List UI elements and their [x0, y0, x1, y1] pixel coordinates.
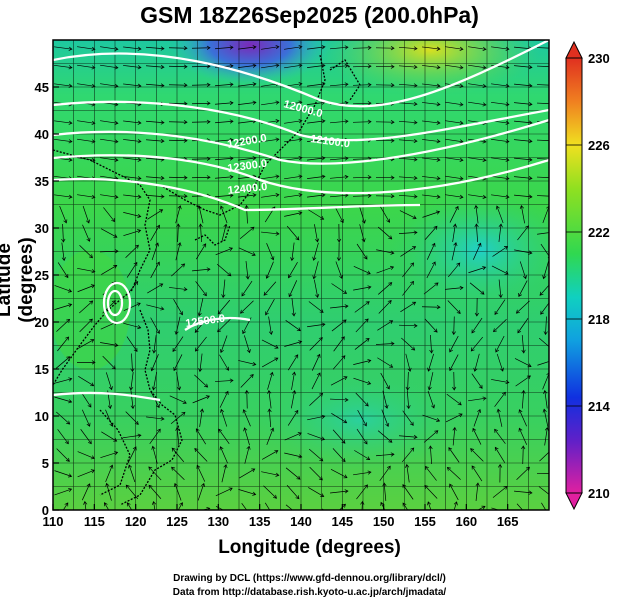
x-tick-label: 150	[373, 514, 395, 529]
x-tick-label: 140	[290, 514, 312, 529]
y-tick-label: 40	[35, 127, 49, 142]
height-contours	[53, 40, 549, 402]
colorbar-tick-label: 222	[588, 225, 610, 240]
coastline	[53, 54, 361, 506]
credit-dcl: Drawing by DCL (https://www.gfd-dennou.o…	[173, 573, 446, 584]
x-tick-label: 120	[125, 514, 147, 529]
y-tick-label: 15	[35, 362, 49, 377]
colorbar-tick-label: 230	[588, 51, 610, 66]
y-tick-label: 0	[42, 503, 49, 518]
y-tick-label: 35	[35, 174, 49, 189]
x-tick-label: 145	[331, 514, 353, 529]
colorbar-tick-label: 210	[588, 486, 610, 501]
contour-label: 12300.0	[227, 158, 268, 175]
y-tick-label: 20	[35, 315, 49, 330]
x-tick-label: 155	[414, 514, 436, 529]
x-tick-label: 110	[43, 514, 64, 529]
y-tick-label: 30	[35, 221, 49, 236]
chart-title: GSM 18Z26Sep2025 (200.0hPa)	[140, 2, 479, 28]
x-tick-label: 115	[84, 514, 105, 529]
wind-streamlines	[54, 45, 549, 510]
x-tick-label: 125	[166, 514, 188, 529]
y-tick-label: 10	[35, 409, 49, 424]
x-tick-label: 165	[497, 514, 519, 529]
temperature-shading: 12000.0 12100.0 12200.0 12300.0 12400.0 …	[53, 40, 549, 510]
y-tick-label: 25	[35, 268, 49, 283]
contour-label: 12500.0	[185, 313, 226, 330]
colorbar: 210 214 218 222 226 230	[565, 40, 610, 511]
y-tick-label: 5	[42, 456, 49, 471]
x-tick-label: 160	[455, 514, 477, 529]
x-tick-label: 130	[207, 514, 229, 529]
x-axis-label: Longitude (degrees)	[218, 537, 401, 558]
colorbar-tick-label: 226	[588, 138, 610, 153]
contour-label: 12400.0	[227, 181, 268, 197]
colorbar-tick-label: 218	[588, 312, 610, 327]
contour-label: 12100.0	[310, 133, 351, 150]
y-tick-label: 45	[35, 80, 49, 95]
x-tick-label: 135	[249, 514, 271, 529]
credit-data-source: Data from http://database.rish.kyoto-u.a…	[172, 587, 447, 598]
colorbar-tick-label: 214	[588, 399, 610, 414]
